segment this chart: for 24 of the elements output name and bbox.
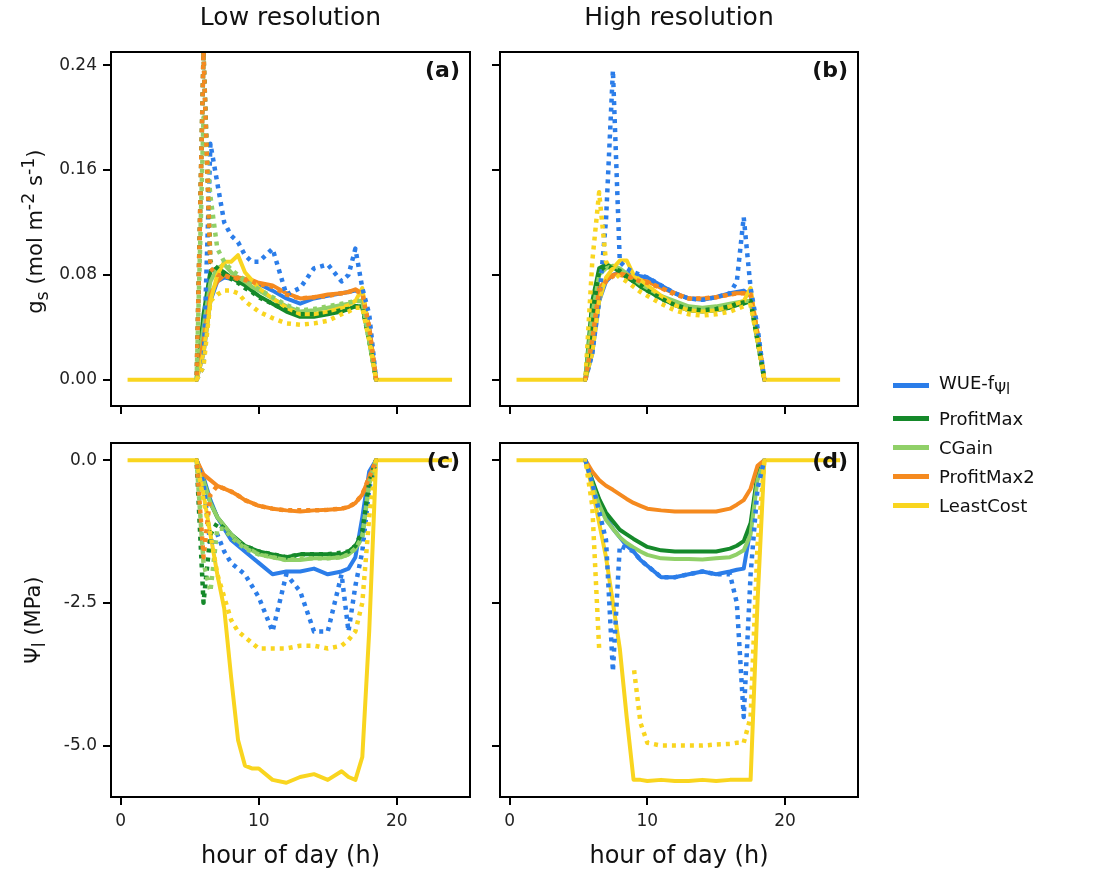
chart-title: Low resolution xyxy=(198,2,383,31)
annotation: (b) xyxy=(812,56,848,82)
x-axis-title: hour of day (h) xyxy=(588,841,770,869)
x-tick-label: 10 xyxy=(636,809,659,830)
y-tick-label: -5.0 xyxy=(63,734,97,755)
annotation: (a) xyxy=(425,56,460,82)
chart-title: High resolution xyxy=(583,2,775,31)
y-tick-label: 0.00 xyxy=(59,368,97,389)
y-tick-label: 0.08 xyxy=(59,263,97,284)
legend-label: WUE-f$_{Ψl}$ xyxy=(939,371,1011,400)
x-tick-label: 10 xyxy=(247,809,270,830)
x-tick-label: 20 xyxy=(386,809,408,830)
x-tick-label: 0 xyxy=(504,809,516,830)
x-axis-title: hour of day (h) xyxy=(199,841,382,869)
x-tick-label: 20 xyxy=(774,809,796,830)
y-tick-label: 0.24 xyxy=(59,53,97,74)
y-tick-label: -2.5 xyxy=(63,591,97,612)
legend-label: ProfitMax xyxy=(939,406,1024,431)
y-tick-label: 0.0 xyxy=(69,448,97,469)
y-tick-label: 0.16 xyxy=(59,158,97,179)
legend-label: ProfitMax2 xyxy=(939,464,1035,489)
legend-label: CGain xyxy=(939,435,993,460)
x-tick-label: 0 xyxy=(115,809,127,830)
legend-label: LeastCost xyxy=(939,493,1028,518)
